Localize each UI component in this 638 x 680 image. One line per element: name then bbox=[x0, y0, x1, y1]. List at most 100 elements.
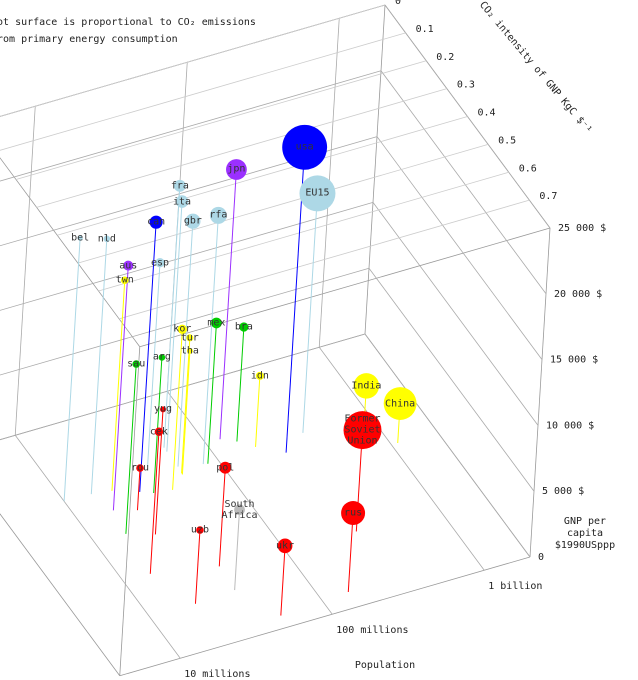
grid-line bbox=[98, 171, 509, 292]
drop-line bbox=[139, 222, 157, 492]
point-label: usa bbox=[295, 141, 314, 153]
drop-line bbox=[194, 530, 201, 604]
bubble bbox=[234, 504, 245, 516]
bubble bbox=[209, 206, 227, 224]
grid-line bbox=[318, 347, 485, 571]
x-tick-label: 10 millions bbox=[184, 669, 250, 680]
point-label: mex bbox=[207, 317, 226, 329]
z-tick-label: 0.4 bbox=[478, 108, 496, 119]
y-tick-label: 5 000 $ bbox=[542, 486, 584, 497]
z-tick-label: 0.2 bbox=[436, 52, 454, 63]
point-label: bra bbox=[234, 321, 253, 333]
point-label: China bbox=[385, 398, 416, 409]
bubble bbox=[173, 179, 186, 192]
drop-line bbox=[177, 221, 194, 467]
bubble bbox=[255, 371, 264, 380]
z-tick-label: 0.5 bbox=[498, 135, 516, 146]
drop-line bbox=[302, 193, 318, 433]
y-tick-label: 20 000 $ bbox=[554, 289, 602, 300]
drop-line bbox=[219, 169, 237, 440]
z-tick-label: 0.6 bbox=[519, 163, 537, 174]
grid-line bbox=[0, 202, 374, 311]
grid-line bbox=[0, 70, 382, 182]
point-label: tur bbox=[180, 332, 199, 344]
y-tick-label: 0 bbox=[538, 552, 544, 563]
point-label: tha bbox=[180, 345, 199, 357]
bubble bbox=[155, 258, 165, 268]
grid-line bbox=[0, 32, 406, 151]
bubble bbox=[175, 195, 189, 208]
drop-line bbox=[163, 185, 181, 448]
box-edge bbox=[364, 4, 386, 335]
drop-line bbox=[181, 350, 191, 475]
grid-line bbox=[119, 199, 530, 320]
point-label: India bbox=[351, 380, 382, 392]
bubble bbox=[149, 215, 163, 229]
bubble bbox=[185, 213, 201, 229]
bubble bbox=[103, 235, 111, 243]
grid-line bbox=[14, 435, 181, 659]
bubble bbox=[239, 322, 249, 332]
drop-line bbox=[90, 238, 108, 495]
bubble bbox=[132, 360, 140, 368]
box-edge bbox=[529, 227, 551, 558]
point-label: rou bbox=[130, 462, 150, 474]
bubble bbox=[211, 317, 222, 329]
grid-line bbox=[380, 70, 547, 295]
grid-line bbox=[0, 267, 370, 376]
drop-line bbox=[218, 467, 226, 567]
bubble bbox=[282, 124, 328, 170]
y-tick-label: 25 000 $ bbox=[558, 223, 606, 234]
box-edge bbox=[119, 556, 531, 677]
drop-line bbox=[202, 215, 219, 465]
grid-line bbox=[57, 116, 468, 236]
box-edge bbox=[139, 227, 551, 348]
point-label: esp bbox=[150, 257, 169, 269]
grid-line bbox=[36, 88, 447, 208]
grid-line bbox=[0, 4, 386, 117]
grid-line bbox=[77, 143, 489, 264]
bubble bbox=[158, 354, 166, 361]
drop-line bbox=[255, 375, 261, 447]
point-label: uzb bbox=[190, 524, 209, 536]
point-label: fra bbox=[170, 180, 189, 192]
x-tick-label: 1 billion bbox=[488, 581, 542, 592]
point-label: rus bbox=[344, 507, 363, 519]
point-label: twn bbox=[115, 274, 134, 286]
y-tick-label: 10 000 $ bbox=[546, 420, 594, 431]
point-label: can bbox=[147, 216, 166, 228]
bubble bbox=[186, 334, 194, 342]
bubble bbox=[341, 501, 366, 526]
drop-line bbox=[347, 513, 354, 593]
bubble bbox=[343, 411, 382, 450]
point-label: pol bbox=[216, 462, 235, 474]
chart-title: Dot surface is proportional to CO₂ emiss… bbox=[0, 17, 256, 45]
bubble bbox=[383, 387, 417, 420]
bubble bbox=[299, 175, 336, 212]
drop-line bbox=[136, 468, 141, 511]
point-label: ukr bbox=[276, 540, 295, 552]
point-label: aus bbox=[119, 260, 138, 272]
drop-line bbox=[166, 201, 183, 452]
grid-line bbox=[364, 333, 531, 558]
y-tick-label: 15 000 $ bbox=[550, 355, 598, 366]
point-label: bel bbox=[71, 232, 90, 244]
point-label: jpn bbox=[227, 163, 246, 175]
box-edge bbox=[0, 513, 121, 676]
bubble bbox=[196, 526, 204, 534]
drop-line bbox=[153, 357, 163, 494]
bubble bbox=[226, 159, 247, 180]
bubble bbox=[120, 276, 129, 285]
point-label: idn bbox=[250, 370, 269, 382]
x-axis-label: Population bbox=[354, 660, 416, 671]
drop-line bbox=[172, 329, 183, 490]
z-tick-label: 0 bbox=[395, 0, 401, 7]
drop-line bbox=[147, 262, 161, 467]
bubble bbox=[186, 347, 193, 354]
drop-line bbox=[236, 326, 245, 442]
drop-line bbox=[207, 322, 217, 464]
grid-line bbox=[166, 391, 333, 615]
point-label: kor bbox=[173, 323, 192, 335]
drop-line bbox=[234, 509, 241, 591]
